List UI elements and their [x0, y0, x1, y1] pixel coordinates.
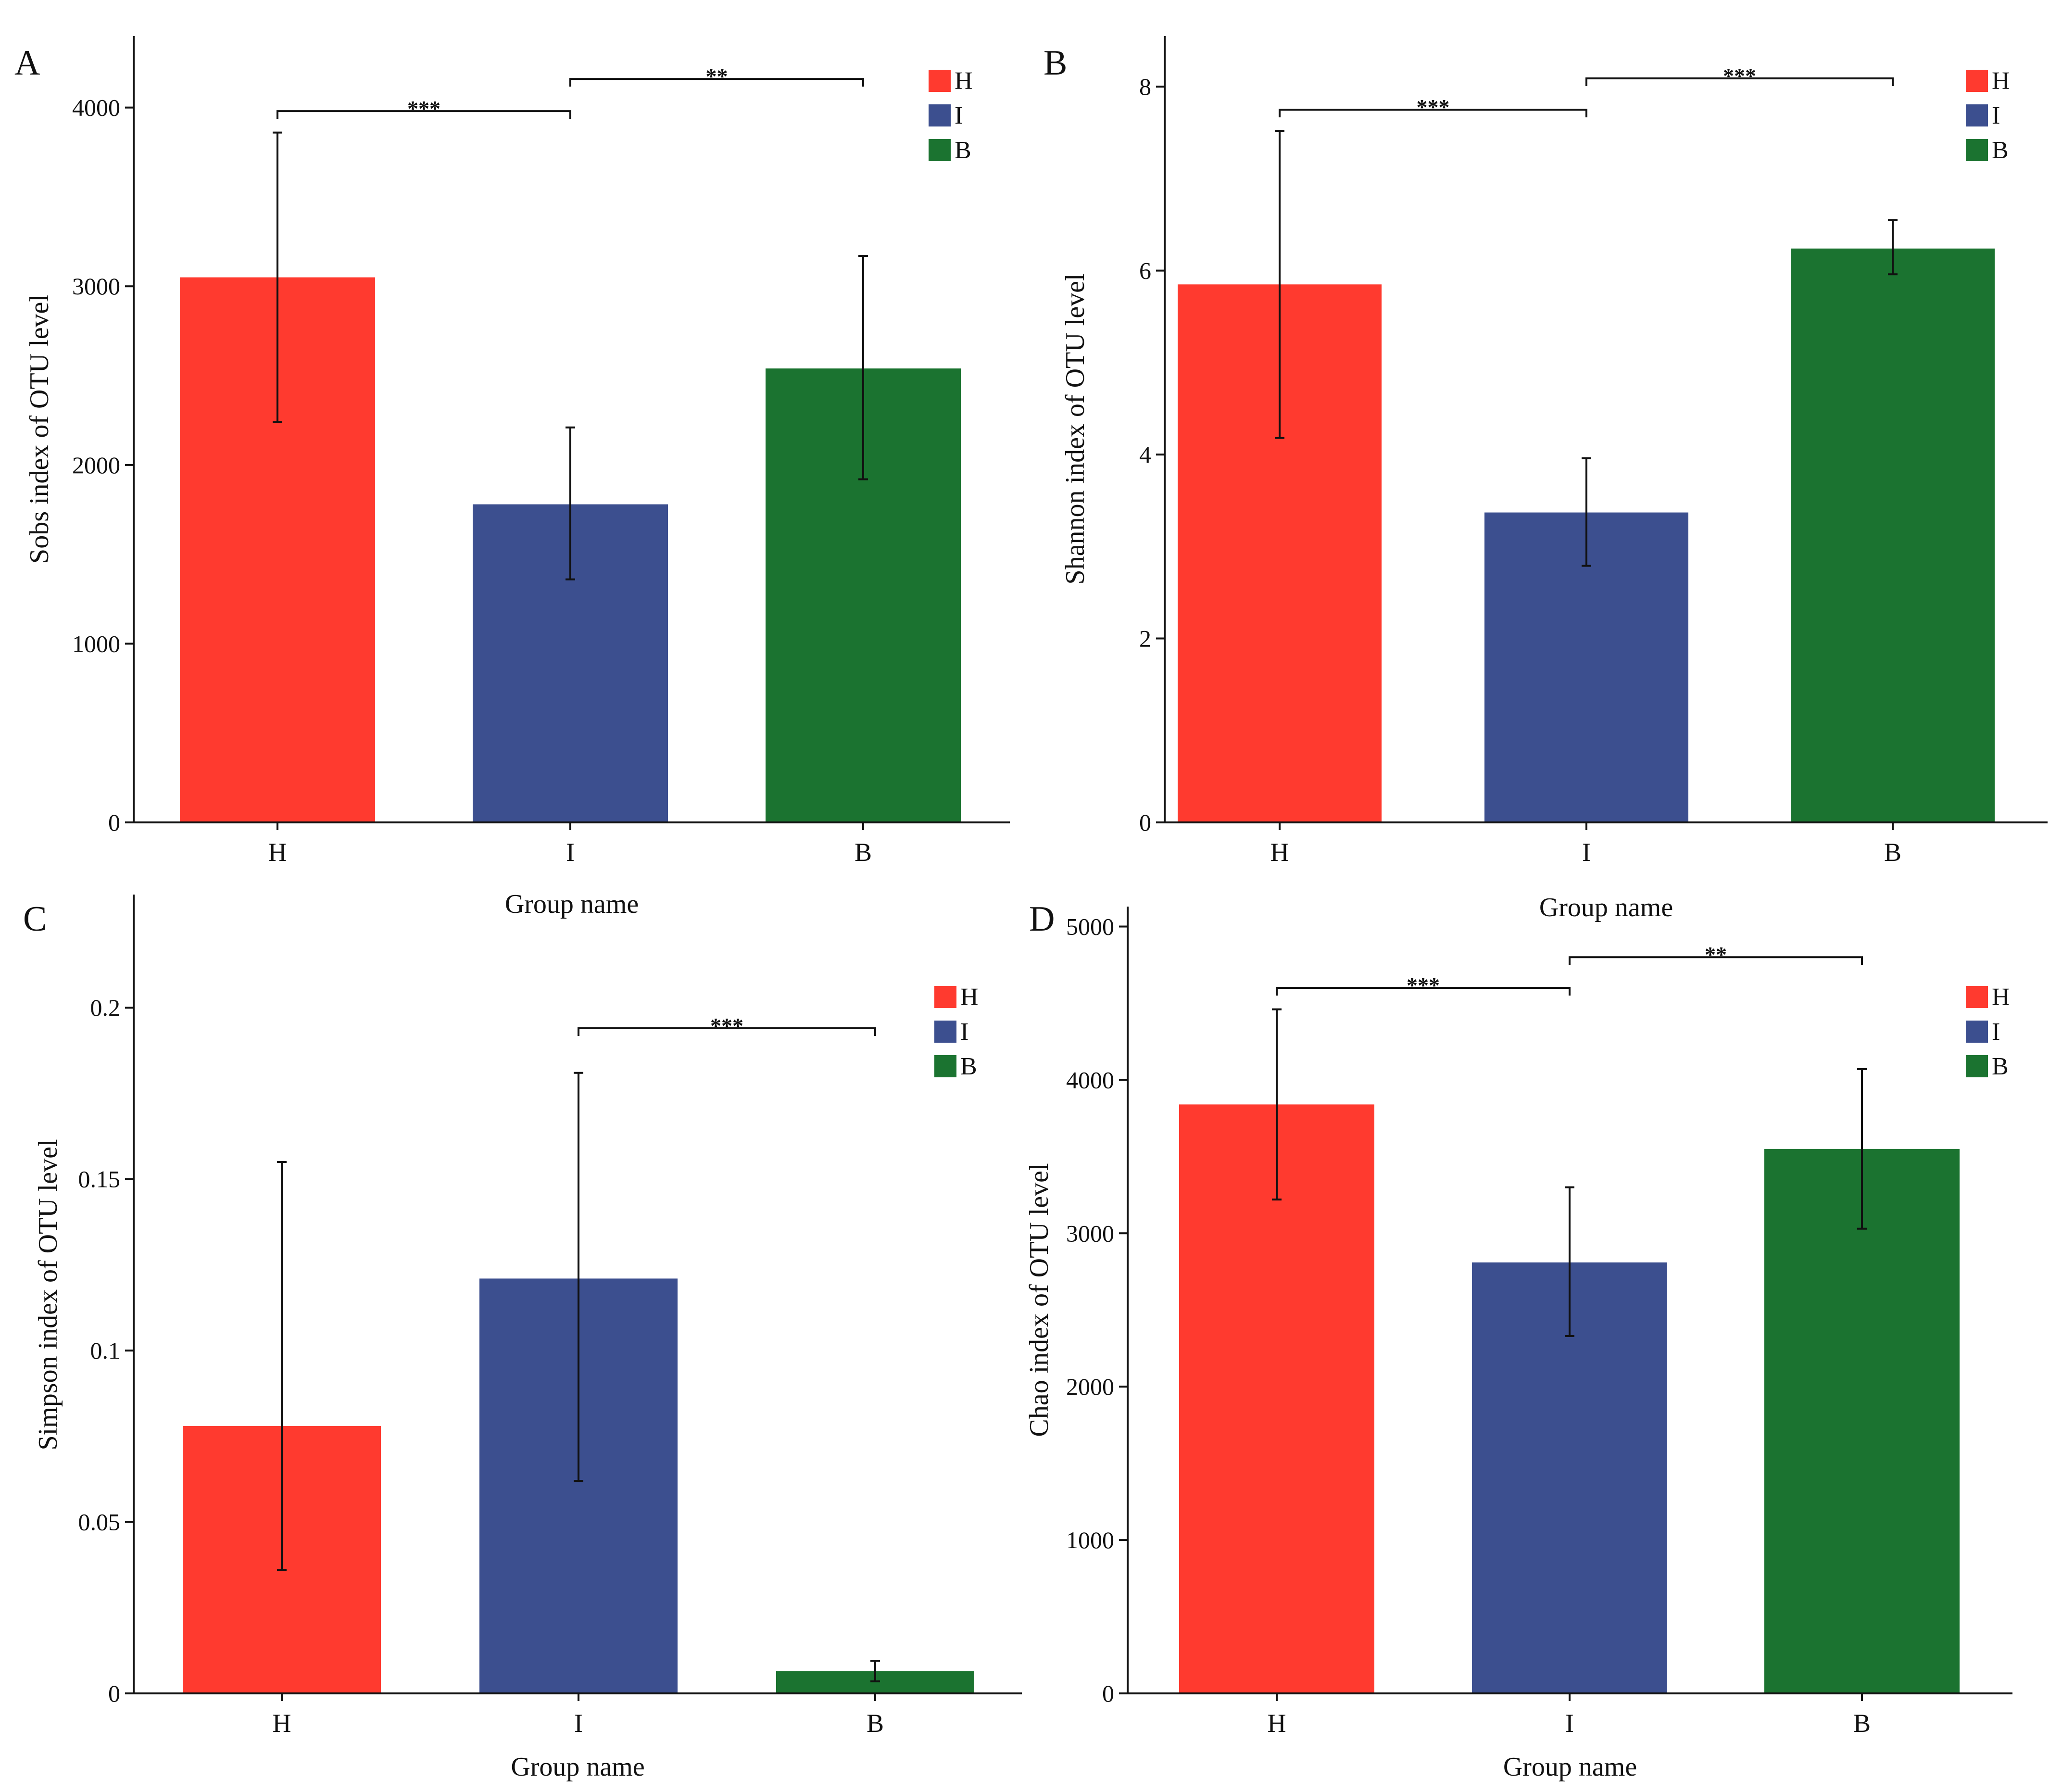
legend-swatch-b: [934, 1055, 956, 1077]
legend-label: B: [960, 1053, 977, 1080]
x-tick-label: H: [268, 838, 287, 867]
y-tick-label: 1000: [72, 630, 120, 657]
panel-letter: C: [23, 899, 47, 939]
panel-a: A Sobs index of OTU level Group name 0 10…: [14, 36, 1010, 919]
legend-swatch-i: [1966, 1021, 1988, 1043]
y-tick-label: 4000: [72, 94, 120, 121]
significance-bracket: [1276, 987, 1571, 996]
panel-d: D Chao index of OTU level Group name 0 10…: [1024, 899, 2012, 1782]
significance-label: ***: [407, 96, 440, 121]
panel-letter: B: [1044, 43, 1067, 83]
significance-bracket: [578, 1027, 876, 1036]
legend-label: I: [960, 1018, 968, 1046]
legend-swatch-b: [1966, 139, 1988, 161]
y-tick-label: 0.2: [90, 994, 121, 1021]
panel-letter: D: [1029, 899, 1055, 939]
y-tick-label: 0: [108, 809, 120, 836]
legend-label: B: [1992, 1053, 2009, 1080]
significance-label: **: [1705, 942, 1727, 967]
y-tick-label: 0.1: [90, 1337, 121, 1364]
y-tick-label: 3000: [72, 273, 120, 300]
y-tick-label: 0: [108, 1680, 120, 1707]
y-axis-title: Sobs index of OTU level: [25, 294, 54, 564]
y-tick-label: 0: [1139, 809, 1151, 836]
legend-label: I: [955, 102, 963, 129]
y-tick-label: 0: [1102, 1680, 1114, 1707]
significance-bracket: [1569, 956, 1863, 965]
y-axis-title: Simpson index of OTU level: [33, 1139, 63, 1450]
x-tick-label: B: [867, 1709, 884, 1738]
x-tick-label: H: [1268, 1709, 1286, 1738]
bar-h: [1179, 1104, 1374, 1693]
x-tick-label: I: [1565, 1709, 1574, 1738]
y-tick-label: 2: [1139, 625, 1151, 652]
y-tick-label: 0.05: [78, 1509, 121, 1536]
y-axis-title: Chao index of OTU level: [1024, 1163, 1054, 1437]
panel-letter: A: [14, 43, 40, 83]
significance-bracket: [569, 78, 864, 87]
legend-swatch-i: [1966, 104, 1988, 126]
x-tick-label: I: [574, 1709, 583, 1738]
bar-b: [1791, 248, 1995, 822]
legend-swatch-h: [1966, 70, 1988, 92]
significance-bracket: [277, 110, 571, 119]
y-tick-label: 2000: [72, 452, 120, 479]
legend-swatch-b: [929, 139, 951, 161]
y-tick-label: 4: [1139, 441, 1151, 468]
x-tick-label: B: [1853, 1709, 1871, 1738]
legend-label: H: [1992, 984, 2010, 1011]
legend-label: I: [1992, 102, 2000, 129]
y-tick-label: 3000: [1066, 1220, 1114, 1247]
significance-label: ***: [710, 1013, 743, 1038]
legend-label: B: [955, 137, 971, 164]
x-tick-label: B: [855, 838, 872, 867]
y-axis-title: Shannon index of OTU level: [1060, 274, 1090, 585]
legend-swatch-i: [934, 1021, 956, 1043]
legend-swatch-h: [929, 70, 951, 92]
legend-label: H: [960, 984, 979, 1011]
significance-label: ***: [1407, 973, 1440, 997]
bar-b: [1764, 1148, 1960, 1693]
x-axis-title: Group name: [1539, 893, 1673, 922]
x-tick-label: I: [1582, 838, 1591, 867]
x-tick-label: H: [273, 1709, 291, 1738]
y-tick-label: 5000: [1066, 913, 1114, 940]
y-tick-label: 1000: [1066, 1527, 1114, 1553]
legend-label: H: [1992, 67, 2010, 95]
y-tick-label: 0.15: [78, 1166, 121, 1193]
significance-bracket: [1585, 77, 1894, 86]
x-axis-title: Group name: [1503, 1752, 1637, 1782]
significance-label: **: [706, 64, 728, 88]
x-tick-label: H: [1270, 838, 1289, 867]
panel-c: C Simpson index of OTU level Group name …: [23, 895, 1022, 1782]
x-axis-title: Group name: [505, 889, 639, 919]
legend-swatch-h: [934, 986, 956, 1008]
x-tick-label: B: [1884, 838, 1901, 867]
legend-label: B: [1992, 137, 2009, 164]
x-axis-title: Group name: [511, 1752, 644, 1782]
significance-label: ***: [1723, 63, 1756, 88]
y-tick-label: 8: [1139, 73, 1151, 100]
significance-label: ***: [1417, 95, 1450, 119]
legend-label: I: [1992, 1018, 2000, 1046]
legend-swatch-i: [929, 104, 951, 126]
y-tick-label: 2000: [1066, 1373, 1114, 1400]
y-tick-label: 6: [1139, 257, 1151, 284]
legend-label: H: [955, 67, 973, 95]
panel-b: B Shannon index of OTU level Group name …: [1044, 36, 2048, 922]
y-tick-label: 4000: [1066, 1066, 1114, 1093]
significance-bracket: [1279, 108, 1587, 117]
x-tick-label: I: [566, 838, 575, 867]
legend-swatch-h: [1966, 986, 1988, 1008]
legend-swatch-b: [1966, 1055, 1988, 1077]
